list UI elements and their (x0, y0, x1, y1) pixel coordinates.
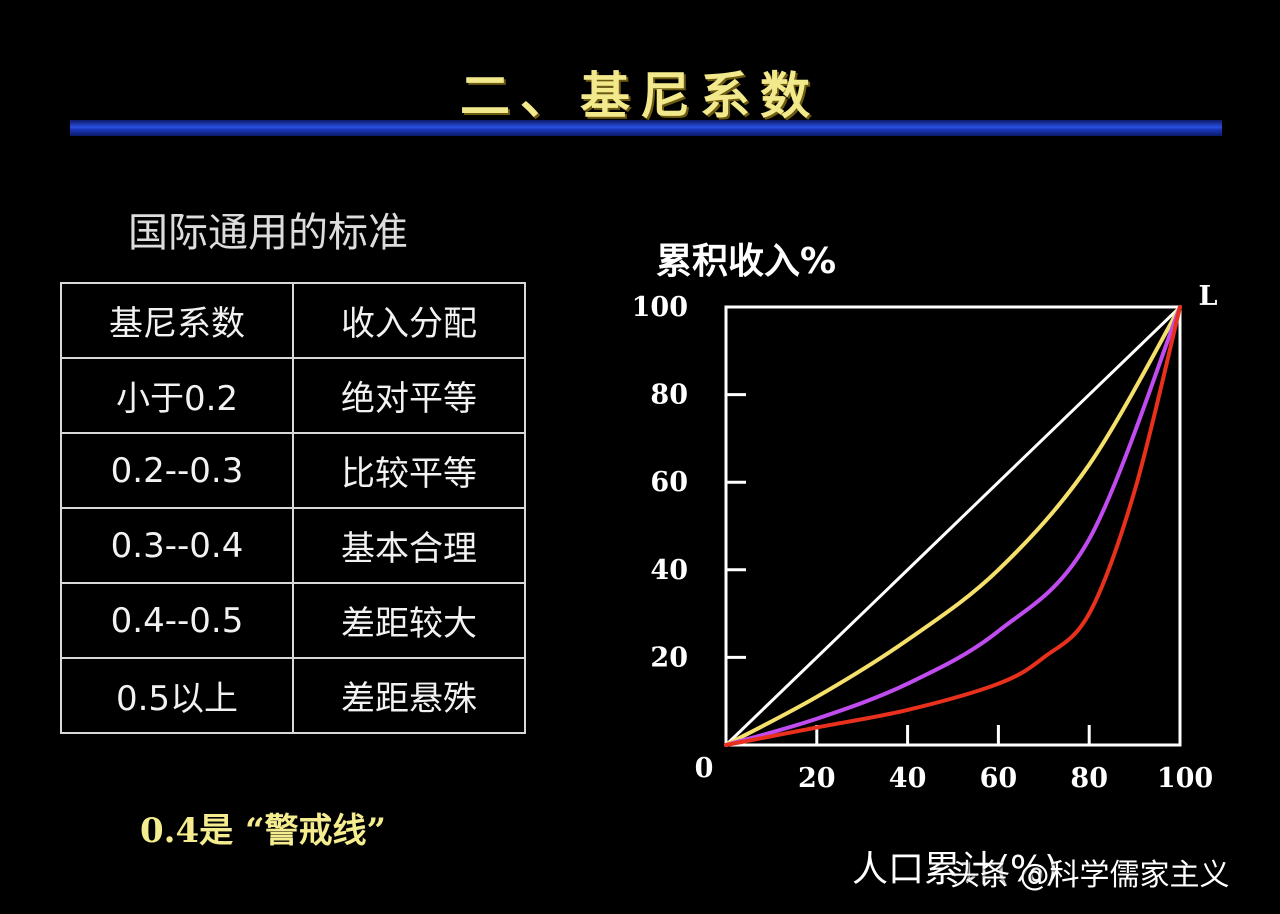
x-tick-label: 40 (889, 763, 927, 794)
x-tick-label: 100 (1157, 763, 1213, 794)
page-title: 二、基尼系数 (460, 66, 820, 125)
title-divider (70, 120, 1222, 136)
table-header-row: 基尼系数 收入分配 (60, 282, 526, 359)
distribution-level: 基本合理 (292, 507, 526, 584)
equality-line (724, 305, 1182, 747)
header-gini: 基尼系数 (60, 282, 294, 359)
distribution-level: 差距悬殊 (292, 657, 526, 734)
lorenz-curve-purple (724, 305, 1182, 747)
table-row: 0.2--0.3 比较平等 (60, 432, 526, 509)
table-row: 小于0.2 绝对平等 (60, 357, 526, 434)
table-caption: 国际通用的标准 (128, 210, 408, 256)
distribution-level: 差距较大 (292, 582, 526, 659)
x-tick-label: 80 (1070, 763, 1108, 794)
endpoint-label: L (1199, 281, 1218, 312)
gini-range: 0.5以上 (60, 657, 294, 734)
y-axis-label: 累积收入% (656, 241, 837, 282)
gini-range: 0.4--0.5 (60, 582, 294, 659)
header-distribution: 收入分配 (292, 282, 526, 359)
plot-frame (724, 305, 1182, 747)
lorenz-curve-red (724, 305, 1182, 747)
x-tick-label: 60 (980, 763, 1018, 794)
y-tick-label: 100 (632, 292, 688, 323)
y-tick-label: 60 (650, 467, 688, 498)
gini-range: 0.2--0.3 (60, 432, 294, 509)
y-tick-label: 20 (650, 642, 688, 673)
table-row: 0.4--0.5 差距较大 (60, 582, 526, 659)
distribution-level: 绝对平等 (292, 357, 526, 434)
gini-range: 0.3--0.4 (60, 507, 294, 584)
x-tick-label: 20 (798, 763, 836, 794)
y-tick-label: 80 (650, 380, 688, 411)
gini-range: 小于0.2 (60, 357, 294, 434)
distribution-level: 比较平等 (292, 432, 526, 509)
watermark: 头条 @科学儒家主义 (950, 858, 1230, 893)
lorenz-curve-yellow (724, 305, 1182, 747)
x-axis-label: 人口累计(%) (852, 849, 1059, 890)
gini-standard-table: 基尼系数 收入分配 小于0.2 绝对平等 0.2--0.3 比较平等 0.3--… (60, 282, 526, 734)
table-row: 0.5以上 差距悬殊 (60, 657, 526, 734)
y-tick-label: 40 (650, 555, 688, 586)
warning-line-note: 0.4是 “警戒线” (140, 811, 387, 851)
table-row: 0.3--0.4 基本合理 (60, 507, 526, 584)
origin-label: 0 (695, 753, 714, 784)
